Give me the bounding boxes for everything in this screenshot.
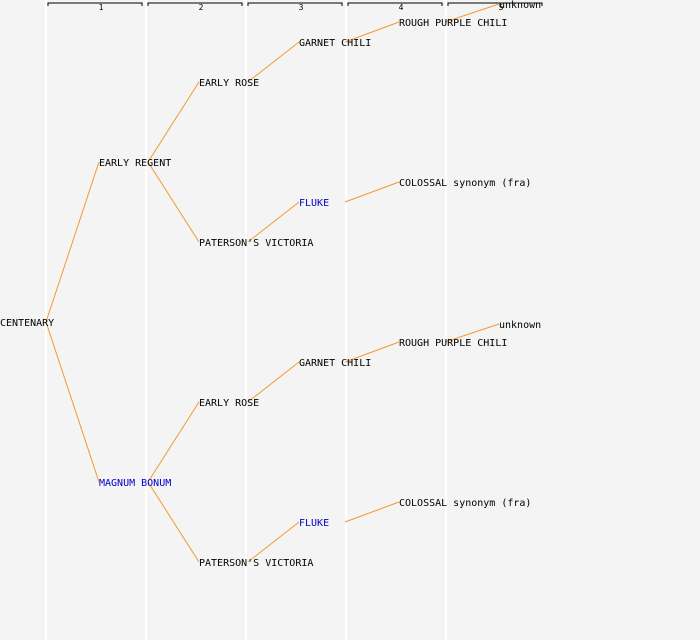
pedigree-node-link[interactable]: MAGNUM BONUM	[99, 478, 171, 489]
pedigree-node: COLOSSAL synonym (fra)	[399, 178, 531, 189]
pedigree-edge	[247, 41, 300, 83]
generation-bracket	[247, 2, 343, 6]
pedigree-edge	[45, 321, 100, 483]
generation-number: 4	[399, 3, 404, 12]
pedigree-edge	[247, 201, 300, 243]
pedigree-node: unknown	[499, 320, 541, 331]
pedigree-node: EARLY REGENT	[99, 158, 171, 169]
pedigree-edge	[147, 161, 200, 243]
generation-number: 3	[299, 3, 304, 12]
generation-bracket	[447, 2, 543, 6]
pedigree-edge	[344, 21, 400, 43]
pedigree-edge	[247, 521, 300, 563]
generation-number: 2	[199, 3, 204, 12]
generation-number: 5	[499, 3, 504, 12]
pedigree-edge	[147, 81, 200, 163]
pedigree-node: PATERSON'S VICTORIA	[199, 558, 313, 569]
pedigree-edge	[45, 161, 100, 323]
pedigree-node: EARLY ROSE	[199, 78, 259, 89]
pedigree-node: GARNET CHILI	[299, 38, 371, 49]
pedigree-node: PATERSON'S VICTORIA	[199, 238, 313, 249]
pedigree-edge	[444, 323, 500, 343]
pedigree-edge	[344, 501, 400, 523]
pedigree-edge	[147, 481, 200, 563]
generation-columns: 1 2 3 4 5	[45, 0, 543, 640]
pedigree-node: GARNET CHILI	[299, 358, 371, 369]
pedigree-node: ROUGH PURPLE CHILI	[399, 18, 507, 29]
pedigree-node-link[interactable]: FLUKE	[299, 198, 329, 209]
pedigree-node: ROUGH PURPLE CHILI	[399, 338, 507, 349]
pedigree-edge	[344, 341, 400, 363]
pedigree-edge	[247, 361, 300, 403]
pedigree-node-link[interactable]: FLUKE	[299, 518, 329, 529]
pedigree-node: unknown	[499, 0, 541, 11]
generation-number: 1	[99, 3, 104, 12]
generation-bracket	[347, 2, 443, 6]
pedigree-node: EARLY ROSE	[199, 398, 259, 409]
generation-bracket	[147, 2, 243, 6]
pedigree-node: CENTENARY	[0, 318, 54, 329]
pedigree-node: COLOSSAL synonym (fra)	[399, 498, 531, 509]
pedigree-edge	[147, 401, 200, 483]
generation-bracket	[47, 2, 143, 6]
pedigree-edges	[45, 3, 500, 563]
pedigree-edge	[344, 181, 400, 203]
pedigree-nodes: unknown ROUGH PURPLE CHILI GARNET CHILI EAR…	[0, 0, 541, 569]
pedigree-edge	[444, 3, 500, 23]
